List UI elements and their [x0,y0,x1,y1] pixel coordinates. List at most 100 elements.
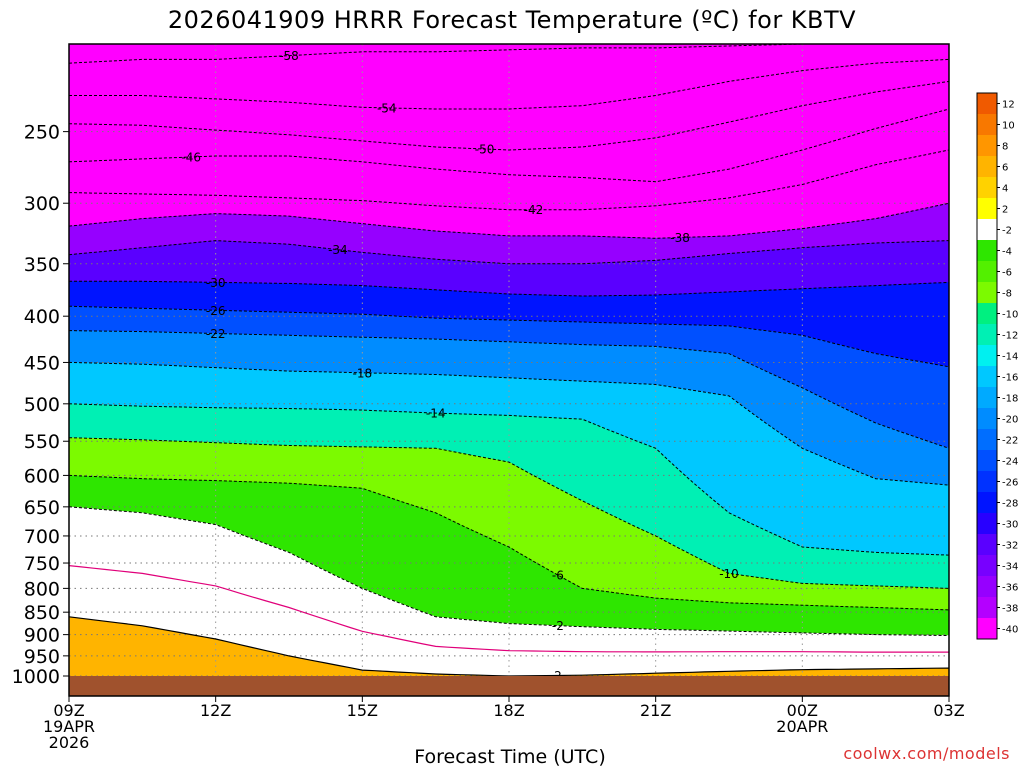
colorbar-legend: 12 10 8 6 4 2 -2 -4 -6 -8 -10 -12 -14 -16 -18 -20 -22 -24… [976,92,1018,640]
colorbar-label: -10 [1002,310,1018,321]
colorbar-swatch [977,618,997,639]
isotherm-line [69,44,949,64]
colorbar-swatch [977,261,997,282]
colorbar-swatch [977,240,997,261]
x-axis-title: Forecast Time (UTC) [414,746,606,768]
colorbar-swatch [977,408,997,429]
colorbar-swatch [977,156,997,177]
isotherm-line [69,506,949,636]
colorbar-label: -14 [1002,352,1018,363]
colorbar-swatch [977,492,997,513]
x-tick-label: 20APR [776,717,828,736]
y-tick-label: 550 [24,431,60,453]
y-tick-label: 900 [24,625,60,647]
colorbar-label: -6 [1002,268,1012,279]
y-tick-label: 350 [24,254,60,276]
pressure-axis: 2503003504004505005506006507007508008509… [12,122,69,688]
x-tick-label: 03Z [933,701,964,720]
colorbar-label: -28 [1002,499,1018,510]
colorbar-label: -32 [1002,541,1018,552]
colorbar-swatch [977,135,997,156]
colorbar-label: 4 [1002,184,1008,195]
colorbar-swatch [977,114,997,135]
isotherm-line [69,80,949,151]
y-tick-label: 300 [24,193,60,215]
colorbar-label: -12 [1002,331,1018,342]
isotherm-label: -54 [377,101,397,115]
isotherm-line [69,240,949,265]
x-tick-label: 21Z [640,701,671,720]
x-tick-label: 18Z [493,701,524,720]
isotherm-line [69,474,949,611]
isotherm-label: -38 [670,231,690,245]
isotherm-label: -18 [353,366,373,380]
colorbar-label: 2 [1002,205,1008,216]
y-tick-label: 750 [24,553,60,575]
colorbar-label: -16 [1002,373,1018,384]
colorbar-frame [976,92,998,640]
isotherm-label: -58 [279,49,299,63]
colorbar-label: -38 [1002,604,1018,615]
colorbar-swatch [977,282,997,303]
colorbar-label: -22 [1002,436,1018,447]
isotherm-line [69,202,949,239]
isotherm-label: -46 [181,150,201,164]
colorbar-label: -4 [1002,247,1012,258]
isotherm-line [69,280,949,297]
y-tick-label: 500 [24,394,60,416]
colorbar-swatch [977,303,997,324]
y-tick-label: 850 [24,602,60,624]
isotherm-label: -34 [328,243,348,257]
colorbar-label: -36 [1002,583,1018,594]
colorbar-swatch [977,471,997,492]
isotherm-line [69,108,949,183]
colorbar-swatch [977,366,997,387]
isotherm-line [69,58,949,110]
colorbar-swatch [977,219,997,240]
chart-title: 2026041909 HRRR Forecast Temperature (ºC… [167,6,857,34]
colorbar-label: 10 [1002,121,1015,132]
x-tick-label: 2026 [49,733,90,752]
colorbar-label: -8 [1002,289,1012,300]
colorbar-label: -2 [1002,226,1012,237]
y-tick-label: 400 [24,306,60,328]
colorbar-label: -26 [1002,478,1018,489]
y-tick-label: 450 [24,352,60,374]
colorbar-swatch [977,429,997,450]
colorbar-label: 6 [1002,163,1008,174]
isotherm-line [69,305,949,368]
colorbar-swatch [977,450,997,471]
isotherm-label: -42 [524,203,544,217]
colorbar-swatch [977,198,997,219]
colorbar-swatch [977,534,997,555]
isotherm-line [69,403,949,556]
colorbar-swatch [977,555,997,576]
colorbar-swatch [977,324,997,345]
isotherm-label: -10 [719,567,739,581]
y-tick-label: 700 [24,526,60,548]
colorbar-swatch [977,177,997,198]
colorbar-label: -34 [1002,562,1018,573]
colorbar-label: -18 [1002,394,1018,405]
isotherm-label: -6 [552,569,564,583]
isotherm-label: -26 [206,304,226,318]
x-tick-label: 12Z [200,701,231,720]
colorbar-label: -20 [1002,415,1018,426]
colorbar-swatch [977,345,997,366]
y-tick-label: 250 [24,122,60,144]
colorbar-label: 12 [1002,100,1015,111]
colorbar-swatch [977,576,997,597]
colorbar-swatch [977,93,997,114]
x-tick-label: 09Z [53,701,84,720]
colorbar-label: -30 [1002,520,1018,531]
credit-link[interactable]: coolwx.com/models [843,744,1010,763]
colorbar-label: -40 [1002,625,1018,636]
isotherm-label: -22 [206,327,226,341]
colorbar-label: -24 [1002,457,1018,468]
colorbar-swatch [977,513,997,534]
isotherm-label: -50 [475,143,495,157]
x-tick-label: 00Z [787,701,818,720]
freezing-line [69,565,949,653]
